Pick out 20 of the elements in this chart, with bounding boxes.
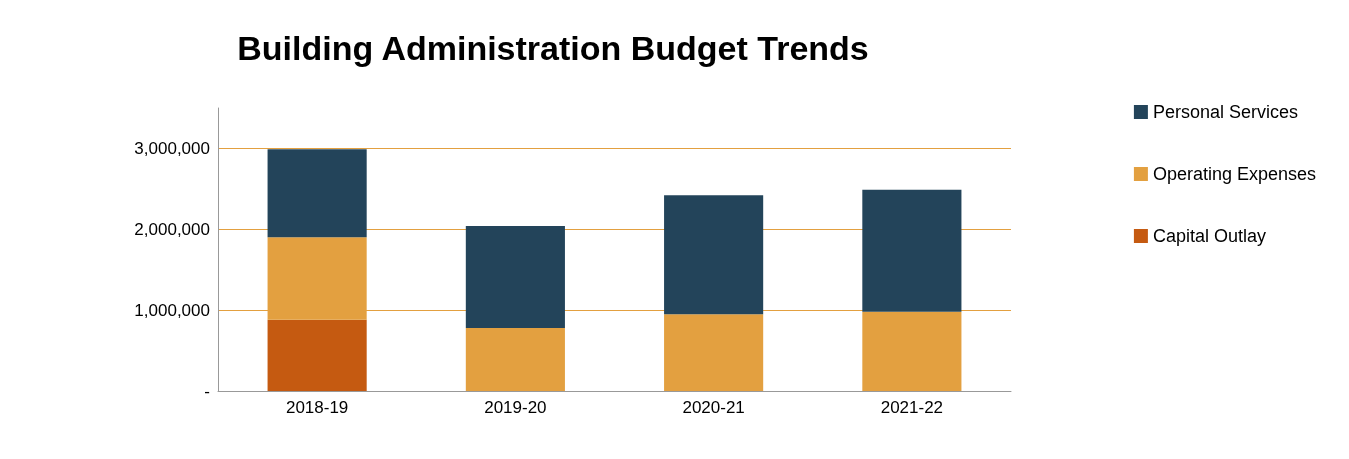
bar [862, 311, 962, 391]
legend-label: Personal Services [1152, 102, 1298, 122]
x-tick-label: 2018-19 [285, 398, 349, 417]
bar [465, 226, 565, 328]
x-tick-label: 2020-21 [682, 398, 745, 417]
x-tick-label: 2021-22 [880, 398, 944, 417]
bar [664, 195, 764, 315]
legend-label: Capital Outlay [1152, 226, 1266, 246]
y-tick-label: - [204, 381, 210, 401]
x-tick-label: 2019-20 [484, 398, 547, 417]
y-tick-label: 3,000,000 [134, 138, 210, 158]
legend-label: Operating Expenses [1152, 164, 1317, 184]
bar [862, 189, 962, 312]
bar [267, 149, 367, 238]
y-tick-label: 1,000,000 [134, 300, 210, 320]
bar [267, 319, 367, 391]
bar [465, 327, 565, 391]
bar [664, 314, 764, 391]
chart-title: Building Administration Budget Trends [237, 29, 869, 67]
y-tick-label: 2,000,000 [134, 219, 210, 239]
